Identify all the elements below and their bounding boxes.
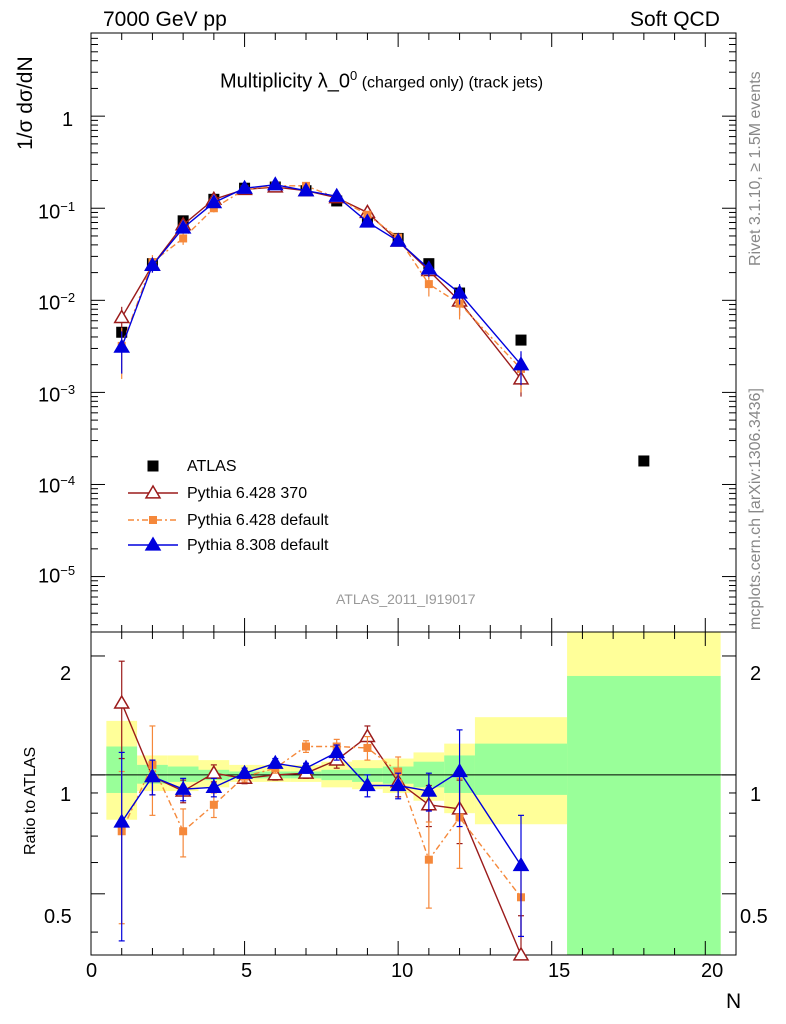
pythia-6-428-default-line xyxy=(121,185,522,370)
pythia-8-308-default-point-5 xyxy=(266,176,284,191)
plot-title-sup: 0 xyxy=(350,68,358,83)
ratio-tick-2-left: 2 xyxy=(60,663,72,685)
x-tick-20: 20 xyxy=(701,960,724,982)
y-tick-1e-5: 10−5 xyxy=(38,563,75,589)
y-tick-1e-4-base: 10 xyxy=(38,475,61,498)
ratio-pythia-8-308-default-point-12 xyxy=(512,856,530,872)
ratio-pythia-6-428-370-point-5 xyxy=(266,766,284,781)
header-right: Soft QCD xyxy=(630,8,720,31)
pythia-8-308-default-point-3 xyxy=(205,194,223,209)
header-left: 7000 GeV pp xyxy=(103,8,227,31)
y-tick-1e-5-base: 10 xyxy=(38,565,61,588)
ratio-pythia-6-428-370-point-0 xyxy=(113,694,131,709)
ratio-pythia-6-428-370-point-12 xyxy=(512,946,530,961)
plot-title-main: Multiplicity λ_0 xyxy=(220,70,351,93)
pythia-6-428-default-point-2 xyxy=(179,234,188,243)
y-tick-1e-3-exp: −3 xyxy=(60,382,76,397)
legend-label-atlas: ATLAS xyxy=(187,458,237,475)
pythia-8-308-default-point-8 xyxy=(359,213,376,228)
legend-marker-pythia6-370 xyxy=(144,484,162,499)
ratio-pythia-8-308-default-point-11 xyxy=(451,763,468,778)
ratio-tick-1-left: 1 xyxy=(60,784,72,806)
x-tick-5: 5 xyxy=(241,960,253,982)
pythia-8-308-default-line xyxy=(121,184,522,366)
ratio-pythia-6-428-default-point-3 xyxy=(209,800,218,809)
y-tick-1e-2-exp: −2 xyxy=(60,290,76,305)
ratio-tick-2-right: 2 xyxy=(750,663,762,685)
pythia-8-308-default-point-4 xyxy=(236,179,253,194)
x-tick-0: 0 xyxy=(86,960,98,982)
ratio-pythia-8-308-default-point-6 xyxy=(297,759,315,774)
y-tick-1e-2-base: 10 xyxy=(38,292,61,315)
ratio-pythia-8-308-default-point-4 xyxy=(236,764,253,779)
ratio-band-green-12 xyxy=(474,743,568,795)
x-axis-label: N xyxy=(726,990,742,1013)
ratio-pythia-6-428-default-point-9 xyxy=(394,767,403,776)
ratio-band-green-2 xyxy=(167,766,199,782)
y-tick-1e-2: 10−2 xyxy=(38,290,75,316)
ratio-pythia-8-308-default-point-2 xyxy=(174,780,192,795)
legend-label-pythia6-370: Pythia 6.428 370 xyxy=(187,485,308,502)
y-tick-1e-3-base: 10 xyxy=(38,384,61,407)
ratio-pythia-8-308-default-point-0 xyxy=(113,813,131,828)
ratio-pythia-8-308-default-point-3 xyxy=(205,778,223,793)
atlas-point-13 xyxy=(638,455,650,467)
ratio-pythia-8-308-default-point-10 xyxy=(420,782,438,797)
ratio-pythia-8-308-default-point-8 xyxy=(359,777,376,792)
y-tick-1e-4-exp: −4 xyxy=(60,473,76,488)
y-tick-1e-1-base: 10 xyxy=(38,201,61,224)
ratio-pythia-8-308-default-point-5 xyxy=(266,754,284,769)
legend-marker-pythia8-default xyxy=(144,536,162,551)
ratio-pythia-8-308-default-point-1 xyxy=(144,768,161,783)
side-mcplots-label: mcplots.cern.ch [arXiv:1306.3436] xyxy=(747,388,764,630)
ratio-pythia-6-428-default-point-8 xyxy=(363,743,372,752)
y-tick-1e-1-exp: −1 xyxy=(60,199,76,214)
legend-marker-pythia6-default xyxy=(149,516,157,524)
x-tick-15: 15 xyxy=(548,960,571,982)
plot-title-sub: (charged only) (track jets) xyxy=(357,74,544,92)
pythia-8-308-default-point-11 xyxy=(451,284,468,299)
pythia-8-308-default-point-7 xyxy=(328,187,346,202)
legend-label-pythia8-default: Pythia 8.308 default xyxy=(187,537,329,554)
legend-label-pythia6-default: Pythia 6.428 default xyxy=(187,512,329,529)
plot-title: Multiplicity λ_00 (charged only) (track … xyxy=(220,68,543,94)
ratio-panel-frame xyxy=(90,631,737,956)
side-rivet-label: Rivet 3.1.10, ≥ 1.5M events xyxy=(747,71,764,266)
ratio-pythia-6-428-default-point-2 xyxy=(179,827,188,836)
y-axis-label-ratio: Ratio to ATLAS xyxy=(22,746,39,855)
x-tick-10: 10 xyxy=(391,960,414,982)
y-tick-1e-4: 10−4 xyxy=(38,473,75,499)
y-tick-1e-5-exp: −5 xyxy=(60,563,76,578)
ratio-tick-1-right: 1 xyxy=(750,784,762,806)
pythia-8-308-default-point-0 xyxy=(113,338,131,353)
pythia-8-308-default-point-10 xyxy=(420,260,438,275)
analysis-watermark: ATLAS_2011_I919017 xyxy=(336,591,476,607)
ratio-band-green-13 xyxy=(567,675,721,955)
y-axis-label-top: 1/σ dσ/dN xyxy=(14,56,37,150)
ratio-pythia-6-428-default-point-10 xyxy=(424,855,433,864)
ratio-tick-05-right: 0.5 xyxy=(740,906,768,928)
y-tick-1e-3: 10−3 xyxy=(38,382,75,408)
legend-marker-atlas xyxy=(147,460,159,472)
pythia-8-308-default-point-6 xyxy=(297,182,315,197)
pythia-8-308-default-point-2 xyxy=(174,219,192,234)
ratio-pythia-6-428-default-point-6 xyxy=(302,742,310,751)
ratio-pythia-8-308-default-point-9 xyxy=(389,777,407,792)
y-tick-1: 1 xyxy=(62,109,74,131)
atlas-point-12 xyxy=(515,334,527,346)
y-tick-1e-1: 10−1 xyxy=(38,199,75,225)
ratio-tick-05-left: 0.5 xyxy=(44,906,72,928)
pythia-8-308-default-point-12 xyxy=(512,356,530,371)
pythia-8-308-default-point-1 xyxy=(144,256,161,271)
pythia-6-428-370-point-0 xyxy=(113,309,131,324)
ratio-pythia-8-308-default-point-7 xyxy=(328,743,346,759)
pythia-8-308-default-point-9 xyxy=(389,232,407,247)
pythia-6-428-default-point-10 xyxy=(424,280,433,289)
